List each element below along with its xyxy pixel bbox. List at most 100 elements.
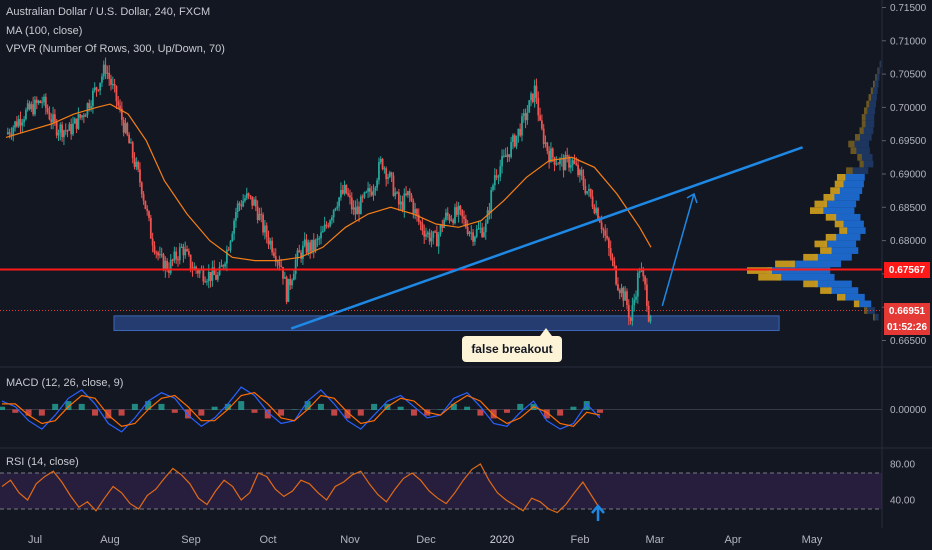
candle-body (164, 260, 167, 271)
candle-body (124, 123, 127, 133)
volume-profile-bar-down (810, 207, 824, 214)
candle-body (14, 121, 16, 128)
candle-body (363, 192, 366, 198)
candle-body (425, 234, 427, 237)
candle-body (550, 148, 552, 163)
candle-body (473, 236, 476, 242)
candle-body (231, 233, 234, 242)
candle-body (537, 97, 540, 116)
candle-body (454, 207, 456, 224)
current-price-tag: 0.66951 (884, 303, 930, 319)
candle-body (206, 281, 208, 283)
candle-body (401, 201, 404, 210)
candle-body (374, 187, 377, 191)
rsi-tick-label: 80.00 (890, 460, 915, 471)
candle-body (492, 185, 494, 190)
candle-body (17, 119, 20, 127)
candle-body (140, 182, 143, 195)
candle-body (32, 104, 35, 115)
candle-body (189, 254, 192, 270)
candle-body (638, 271, 641, 273)
candle-body (48, 112, 51, 120)
macd-histogram-bar (503, 409, 510, 413)
candle-body (209, 271, 212, 281)
candle-body (522, 113, 525, 117)
candle-body (617, 284, 619, 291)
volume-profile-bar-down (803, 280, 818, 288)
volume-profile-bar-down (775, 260, 795, 268)
macd-histogram-bar (105, 409, 112, 419)
volume-profile-bar-down (839, 227, 848, 234)
macd-histogram-bar (437, 409, 444, 410)
macd-histogram-bar (557, 409, 564, 416)
volume-profile-bar-down (830, 187, 840, 194)
candle-body (490, 189, 493, 213)
candle-body (526, 112, 529, 121)
candle-body (383, 168, 386, 170)
volume-profile-bar-down (823, 193, 835, 201)
false-breakout-callout: false breakout (462, 328, 562, 362)
candle-body (321, 230, 324, 233)
candle-body (291, 280, 293, 286)
candle-body (408, 191, 411, 196)
candle-body (546, 142, 549, 151)
candle-body (548, 150, 551, 163)
volume-profile-bar-down (758, 273, 782, 281)
macd-line (1, 386, 601, 433)
volume-profile-bar-down (877, 67, 879, 75)
volume-profile-bar-up (829, 287, 859, 294)
candle-body (99, 82, 102, 91)
candle-body (253, 199, 255, 206)
candle-body (146, 208, 149, 212)
rsi-tick-label: 40.00 (890, 496, 915, 507)
candle-body (397, 192, 400, 205)
candle-body (466, 227, 469, 234)
candle-body (403, 193, 406, 210)
candle-body (586, 191, 589, 194)
support-zone (113, 315, 780, 332)
candle-body (633, 299, 636, 306)
candle-body (285, 277, 288, 302)
candle-body (137, 161, 140, 170)
candle-body (26, 103, 29, 110)
candle-body (649, 315, 652, 322)
volume-profile-bar-up (790, 260, 842, 268)
candle-body (528, 100, 531, 113)
candle-body (282, 266, 284, 279)
candle-body (311, 239, 313, 252)
x-tick-label: Dec (416, 534, 436, 546)
candle-body (39, 100, 42, 103)
candle-body (542, 128, 545, 144)
candle-body (644, 276, 646, 285)
volume-profile-bar-up (866, 107, 876, 115)
candle-body (481, 227, 484, 237)
volume-profile-bar-up (832, 193, 860, 201)
candle-body (227, 249, 230, 251)
candle-body (70, 124, 73, 135)
candle-body (162, 254, 165, 271)
candle-body (198, 270, 201, 274)
volume-profile-bar-up (820, 207, 855, 214)
volume-profile-bar-down (803, 253, 818, 261)
candle-body (332, 209, 335, 218)
macd-tick-label: 0.00000 (890, 405, 927, 416)
macd-histogram-bar (397, 406, 404, 410)
candle-body (334, 208, 337, 210)
candle-body (278, 261, 281, 266)
candle-body (106, 72, 109, 74)
volume-profile-bar-up (862, 127, 874, 135)
candle-body (517, 128, 520, 136)
volume-profile-bar-down (864, 307, 868, 314)
volume-profile-bar-up (859, 134, 872, 141)
candle-body (12, 127, 15, 136)
candle-body (139, 169, 141, 183)
candle-body (233, 220, 236, 234)
candle-body (280, 265, 283, 267)
macd-histogram-bar (38, 409, 45, 416)
candle-body (598, 218, 601, 223)
candle-body (513, 135, 516, 147)
candle-body (323, 224, 326, 231)
macd-histogram-bar (344, 409, 351, 419)
candle-body (343, 184, 346, 194)
candle-body (273, 252, 275, 257)
